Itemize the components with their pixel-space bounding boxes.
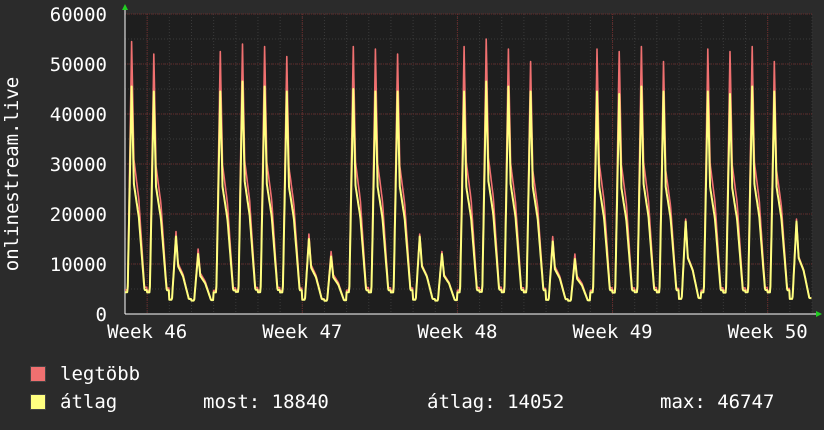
x-tick-label: Week 49 — [573, 321, 653, 343]
stat-average: átlag: 14052 — [427, 391, 565, 413]
x-tick-label: Week 48 — [417, 321, 497, 343]
x-tick-label: Week 46 — [107, 321, 187, 343]
y-tick-label: 30000 — [50, 154, 107, 176]
x-tick-label: Week 47 — [262, 321, 342, 343]
y-tick-label: 50000 — [50, 54, 107, 76]
stat-now: most: 18840 — [203, 391, 329, 413]
legend-max: legtöbb — [30, 363, 140, 385]
y-tick-label: 20000 — [50, 204, 107, 226]
legend-max-label: legtöbb — [60, 363, 141, 385]
legend-avg-label: átlag — [60, 391, 118, 413]
y-tick-label: 40000 — [50, 104, 107, 126]
y-tick-label: 0 — [96, 304, 107, 326]
x-tick-label: Week 50 — [728, 321, 808, 343]
legend-max-swatch — [30, 366, 46, 382]
y-tick-label: 60000 — [50, 4, 107, 26]
legend-avg-swatch — [30, 394, 46, 410]
legend-avg: átlag — [30, 391, 117, 413]
y-tick-label: 10000 — [50, 254, 107, 276]
y-axis-title: onlinestream.live — [1, 77, 23, 271]
series-line-avg — [124, 80, 812, 302]
x-axis-arrow — [816, 311, 822, 317]
stat-max: max: 46747 — [660, 391, 775, 413]
y-axis-arrow — [122, 4, 128, 10]
